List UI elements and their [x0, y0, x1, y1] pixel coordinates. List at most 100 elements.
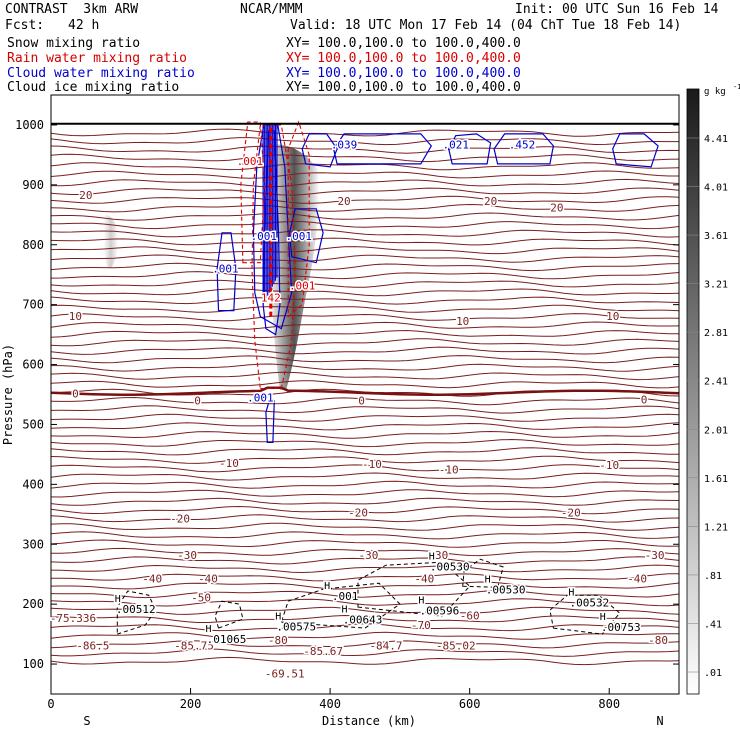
y-tick-label: 500	[22, 417, 44, 431]
x-tick-label: 800	[598, 697, 620, 711]
y-tick-label: 800	[22, 238, 44, 252]
colorbar-level-label: 1.61	[704, 474, 728, 485]
isotherm-line	[51, 178, 679, 188]
forecast-label: Fcst:	[5, 18, 45, 33]
field-cloudwater-label: Cloud water mixing ratio	[7, 66, 195, 81]
field-cloudice-label: Cloud ice mixing ratio	[7, 80, 180, 95]
high-marker: H	[429, 552, 435, 563]
isotherm-label: -20	[348, 507, 368, 520]
field-rain-xy: XY= 100.0,100.0 to 100.0,400.0	[286, 51, 521, 66]
isotherm-label: -30	[359, 549, 379, 562]
isotherm-label: 10	[606, 310, 619, 323]
org-label: NCAR/MMM	[240, 2, 303, 17]
isotherm-line	[51, 581, 679, 590]
isotherm-label: -10	[362, 458, 382, 471]
isotherm-line	[51, 195, 679, 204]
field-rain-label: Rain water mixing ratio	[7, 51, 188, 66]
isotherm-label: -85.75	[174, 639, 214, 652]
cloud-water-label: .001	[247, 391, 274, 404]
isotherm-label: 0	[194, 394, 201, 407]
isotherm-label: 20	[550, 202, 563, 215]
cloud-ice-max-label: .00532	[569, 597, 609, 610]
model-title: CONTRAST 3km ARW	[5, 2, 139, 17]
colorbar-level-label: .41	[704, 619, 722, 630]
isotherm-label: -30	[177, 549, 197, 562]
isotherm-label: -40	[414, 572, 434, 585]
isotherm-line	[51, 237, 679, 246]
isotherm-label: -10	[439, 463, 459, 476]
high-marker: H	[418, 595, 424, 606]
isotherm-line	[51, 279, 679, 288]
isotherm-line	[51, 573, 679, 582]
snow-plume-faint	[103, 215, 119, 269]
field-snow-xy: XY= 100.0,100.0 to 100.0,400.0	[286, 36, 521, 51]
colorbar-units-exponent: -1	[733, 83, 740, 91]
isotherm-label: -50	[191, 592, 211, 605]
isotherm-line	[51, 455, 679, 464]
cloud-ice-max-label: .001	[332, 590, 359, 603]
cloud-water-label: .452	[509, 139, 536, 152]
isotherm-label: 20	[484, 195, 497, 208]
cloud-water-contour	[493, 133, 555, 165]
isotherm-line	[51, 564, 679, 574]
isotherm-label: -70	[411, 619, 431, 632]
isotherm-label: -75.336	[50, 612, 96, 625]
isotherm-line	[51, 539, 679, 548]
isotherm-line	[51, 229, 679, 238]
isotherm-line	[51, 304, 679, 313]
isotherm-line	[51, 313, 679, 322]
isotherm-line	[51, 170, 679, 179]
isotherm-line	[51, 531, 679, 540]
high-marker: H	[342, 604, 348, 615]
cloud-ice-max-label: .00753	[601, 621, 641, 634]
field-cloudwater-xy: XY= 100.0,100.0 to 100.0,400.0	[286, 66, 521, 81]
colorbar-level-label: 3.61	[704, 231, 728, 242]
colorbar-level-label: .81	[704, 571, 722, 582]
rain-contour	[287, 120, 310, 318]
isotherm-label: -70	[603, 620, 623, 633]
isotherm-line	[51, 405, 679, 414]
cloud-water-contour	[301, 133, 338, 168]
isotherm-line	[51, 153, 679, 163]
cloud-water-label: .039	[331, 139, 358, 152]
cloud-water-label: .001	[251, 230, 278, 243]
high-marker: H	[485, 574, 491, 585]
rain-label: .001	[289, 279, 316, 292]
cloud-ice-contour	[357, 561, 471, 617]
isotherm-label: -10	[219, 457, 239, 470]
isotherm-line	[51, 464, 679, 473]
isotherm-label: -20	[561, 507, 581, 520]
field-cloudice-xy: XY= 100.0,100.0 to 100.0,400.0	[286, 80, 521, 95]
isotherm-line	[51, 430, 679, 439]
isotherm-label: -60	[460, 610, 480, 623]
isotherm-line	[51, 614, 679, 623]
isotherm-line	[51, 489, 679, 498]
isotherm-line	[51, 355, 679, 364]
isotherm-line	[51, 631, 679, 640]
south-end-label: S	[83, 714, 90, 728]
isotherm-line	[51, 288, 679, 297]
cloud-ice-max-label: .00530	[486, 583, 526, 596]
high-marker: H	[568, 588, 574, 599]
isotherm-label: 0	[358, 394, 365, 407]
isotherm-label: -86.5	[76, 639, 109, 652]
isotherm-label: -80	[268, 634, 288, 647]
isotherm-line	[51, 505, 679, 515]
isotherm-label: -69.51	[265, 668, 305, 681]
cloud-ice-contour	[280, 582, 401, 629]
rain-label: .001	[237, 155, 264, 168]
freezing-level-line	[51, 386, 679, 396]
plot-frame	[50, 94, 680, 695]
isotherm-label: 20	[337, 195, 350, 208]
cloud-ice-max-label: .00596	[419, 604, 459, 617]
isotherm-label: -30	[645, 549, 665, 562]
cloud-water-contour	[216, 232, 237, 312]
high-marker: H	[275, 612, 281, 623]
high-marker: H	[324, 581, 330, 592]
isotherm-line	[51, 396, 679, 406]
rain-contour	[240, 121, 266, 264]
isotherm-line	[51, 413, 679, 422]
colorbar-level-label: 2.01	[704, 425, 728, 436]
colorbar-bar	[686, 88, 700, 695]
isotherm-line	[51, 447, 679, 456]
